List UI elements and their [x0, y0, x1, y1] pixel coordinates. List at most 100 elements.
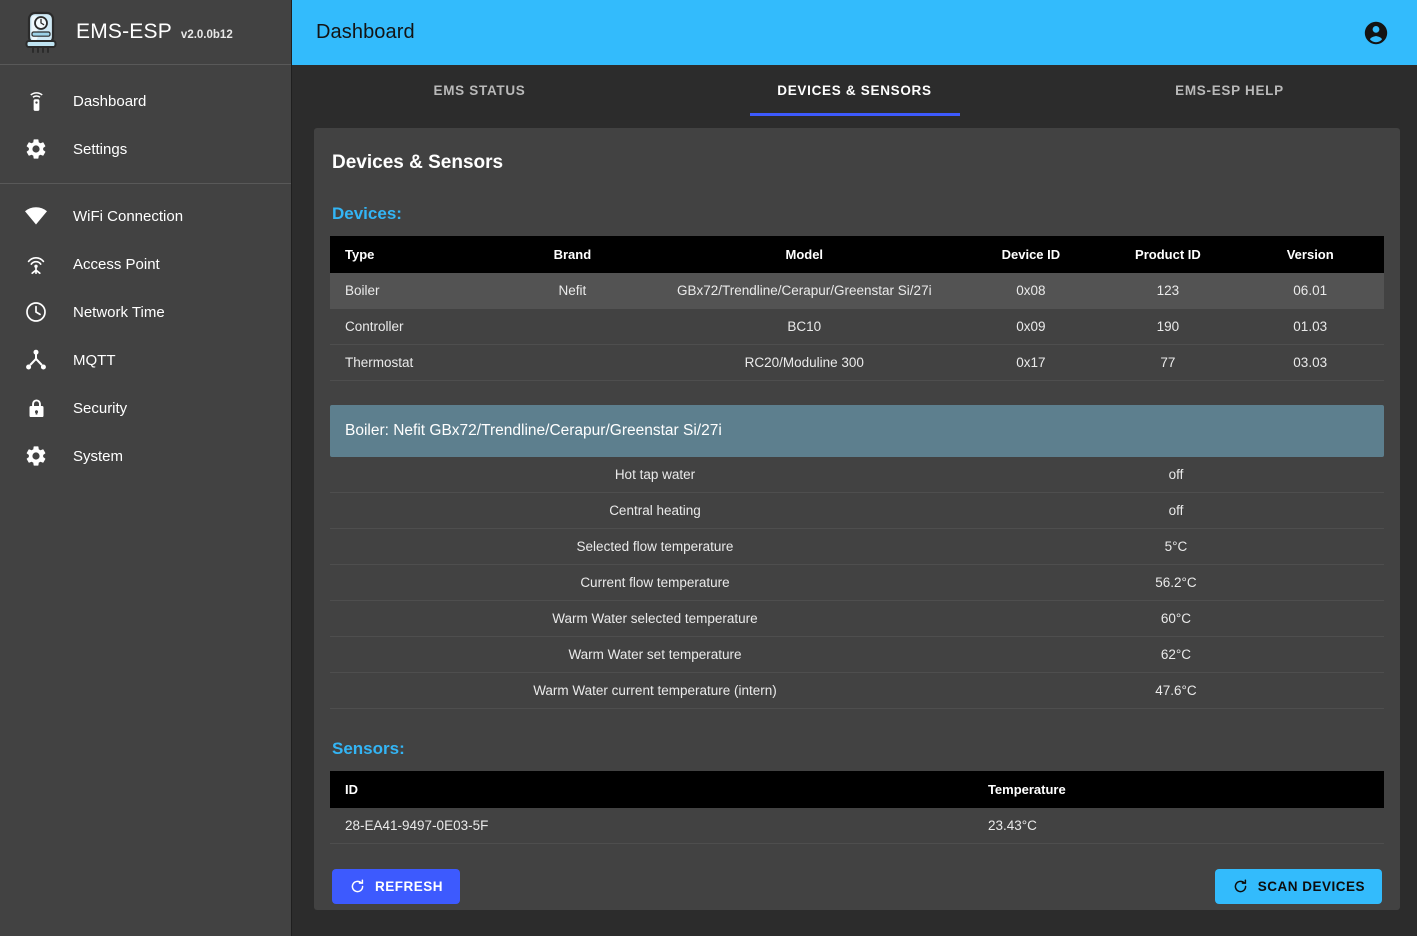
table-row: Warm Water current temperature (intern) … [330, 672, 1384, 709]
detail-key: Warm Water set temperature [330, 636, 973, 673]
refresh-button-label: REFRESH [375, 879, 444, 894]
boiler-detail-table: Hot tap water off Central heating off Se… [330, 457, 1384, 709]
scan-devices-button[interactable]: SCAN DEVICES [1214, 869, 1382, 904]
detail-key: Current flow temperature [330, 564, 973, 601]
app-bar: Dashboard [292, 0, 1417, 65]
sidebar-item-access-point[interactable]: Access Point [0, 240, 291, 288]
column-header-temperature: Temperature [972, 771, 1384, 808]
sidebar-item-label: WiFi Connection [73, 207, 184, 225]
sidebar-item-security[interactable]: Security [0, 384, 291, 432]
refresh-icon [1232, 878, 1249, 895]
clock-icon [16, 300, 56, 324]
detail-value: 5°C [972, 528, 1384, 565]
table-row: Selected flow temperature 5°C [330, 528, 1384, 565]
detail-key: Hot tap water [330, 457, 973, 493]
sidebar-group-main: Dashboard Settings [0, 65, 291, 184]
detail-value: off [972, 492, 1384, 529]
detail-value: 56.2°C [972, 564, 1384, 601]
devices-table-header-row: Type Brand Model Device ID Product ID Ve… [330, 236, 1384, 273]
brand-name: EMS-ESP [76, 20, 172, 43]
refresh-icon [349, 878, 366, 895]
column-header-type: Type [330, 236, 499, 273]
refresh-button[interactable]: REFRESH [332, 869, 461, 904]
sensors-table: ID Temperature 28-EA41-9497-0E03-5F 23.4… [330, 771, 1384, 844]
cell-device-id: 0x17 [962, 344, 1100, 381]
page-title: Dashboard [316, 21, 415, 43]
cell-type: Boiler [330, 273, 499, 309]
wifi-icon [16, 204, 56, 228]
cell-version: 01.03 [1236, 308, 1384, 345]
cell-sensor-temperature: 23.43°C [972, 808, 1384, 844]
sidebar: EMS-ESP v2.0.0b12 Dashboard [0, 0, 292, 936]
cell-product-id: 123 [1099, 273, 1237, 309]
cell-version: 03.03 [1236, 344, 1384, 381]
cell-device-id: 0x08 [962, 273, 1100, 309]
detail-value: 47.6°C [972, 672, 1384, 709]
gear-icon [16, 137, 56, 161]
action-button-row: REFRESH SCAN DEVICES [330, 869, 1384, 904]
column-header-device-id: Device ID [962, 236, 1100, 273]
cell-version: 06.01 [1236, 273, 1384, 309]
cell-type: Thermostat [330, 344, 499, 381]
column-header-model: Model [646, 236, 963, 273]
sidebar-item-mqtt[interactable]: MQTT [0, 336, 291, 384]
table-row[interactable]: Controller BC10 0x09 190 01.03 [330, 308, 1384, 345]
settings-remote-icon [16, 90, 56, 113]
table-row: 28-EA41-9497-0E03-5F 23.43°C [330, 808, 1384, 844]
detail-key: Selected flow temperature [330, 528, 973, 565]
sidebar-item-wifi-connection[interactable]: WiFi Connection [0, 192, 291, 240]
table-row: Warm Water set temperature 62°C [330, 636, 1384, 673]
tab-ems-status[interactable]: EMS STATUS [433, 83, 526, 98]
column-header-version: Version [1236, 236, 1384, 273]
sidebar-item-network-time[interactable]: Network Time [0, 288, 291, 336]
cell-sensor-id: 28-EA41-9497-0E03-5F [330, 808, 973, 844]
detail-key: Warm Water selected temperature [330, 600, 973, 637]
cell-device-id: 0x09 [962, 308, 1100, 345]
cell-type: Controller [330, 308, 499, 345]
cell-brand [498, 308, 647, 345]
tab-ems-esp-help[interactable]: EMS-ESP HELP [1175, 83, 1284, 98]
detail-value: 62°C [972, 636, 1384, 673]
sidebar-item-dashboard[interactable]: Dashboard [0, 77, 291, 125]
sensors-table-header-row: ID Temperature [330, 771, 1384, 808]
brand-header: EMS-ESP v2.0.0b12 [0, 0, 291, 65]
sidebar-item-settings[interactable]: Settings [0, 125, 291, 173]
table-row: Current flow temperature 56.2°C [330, 564, 1384, 601]
cell-product-id: 190 [1099, 308, 1237, 345]
devices-heading: Devices: [332, 204, 402, 223]
sidebar-item-label: Dashboard [73, 92, 147, 110]
cell-product-id: 77 [1099, 344, 1237, 381]
table-row: Hot tap water off [330, 457, 1384, 493]
sidebar-group-config: WiFi Connection Access Point [0, 184, 291, 488]
boiler-icon [20, 10, 62, 54]
column-header-product-id: Product ID [1099, 236, 1237, 273]
access-point-icon [16, 252, 56, 276]
cell-brand: Nefit [498, 273, 647, 309]
scan-devices-button-label: SCAN DEVICES [1257, 879, 1365, 894]
lock-icon [16, 397, 56, 420]
brand-version: v2.0.0b12 [180, 29, 233, 41]
cell-model: BC10 [646, 308, 963, 345]
sidebar-item-system[interactable]: System [0, 432, 291, 480]
boiler-panel-header: Boiler: Nefit GBx72/Trendline/Cerapur/Gr… [330, 405, 1384, 457]
detail-value: 60°C [972, 600, 1384, 637]
sidebar-item-label: Settings [73, 140, 128, 158]
content-area: Devices & Sensors Devices: Type Brand Mo… [292, 116, 1417, 936]
sidebar-item-label: Network Time [73, 303, 165, 321]
table-row[interactable]: Boiler Nefit GBx72/Trendline/Cerapur/Gre… [330, 273, 1384, 309]
sidebar-item-label: Security [73, 399, 128, 417]
gear-icon [16, 444, 56, 468]
devices-sensors-card: Devices & Sensors Devices: Type Brand Mo… [314, 128, 1400, 910]
table-row[interactable]: Thermostat RC20/Moduline 300 0x17 77 03.… [330, 344, 1384, 381]
column-header-id: ID [330, 771, 973, 808]
cell-brand [498, 344, 647, 381]
account-circle-icon[interactable] [1359, 16, 1393, 50]
sidebar-item-label: Access Point [73, 255, 160, 273]
detail-key: Central heating [330, 492, 973, 529]
tab-devices-sensors[interactable]: DEVICES & SENSORS [667, 65, 1042, 116]
column-header-brand: Brand [498, 236, 647, 273]
tab-bar: EMS STATUS DEVICES & SENSORS EMS-ESP HEL… [292, 65, 1417, 116]
detail-key: Warm Water current temperature (intern) [330, 672, 973, 709]
card-title: Devices & Sensors [332, 152, 504, 173]
